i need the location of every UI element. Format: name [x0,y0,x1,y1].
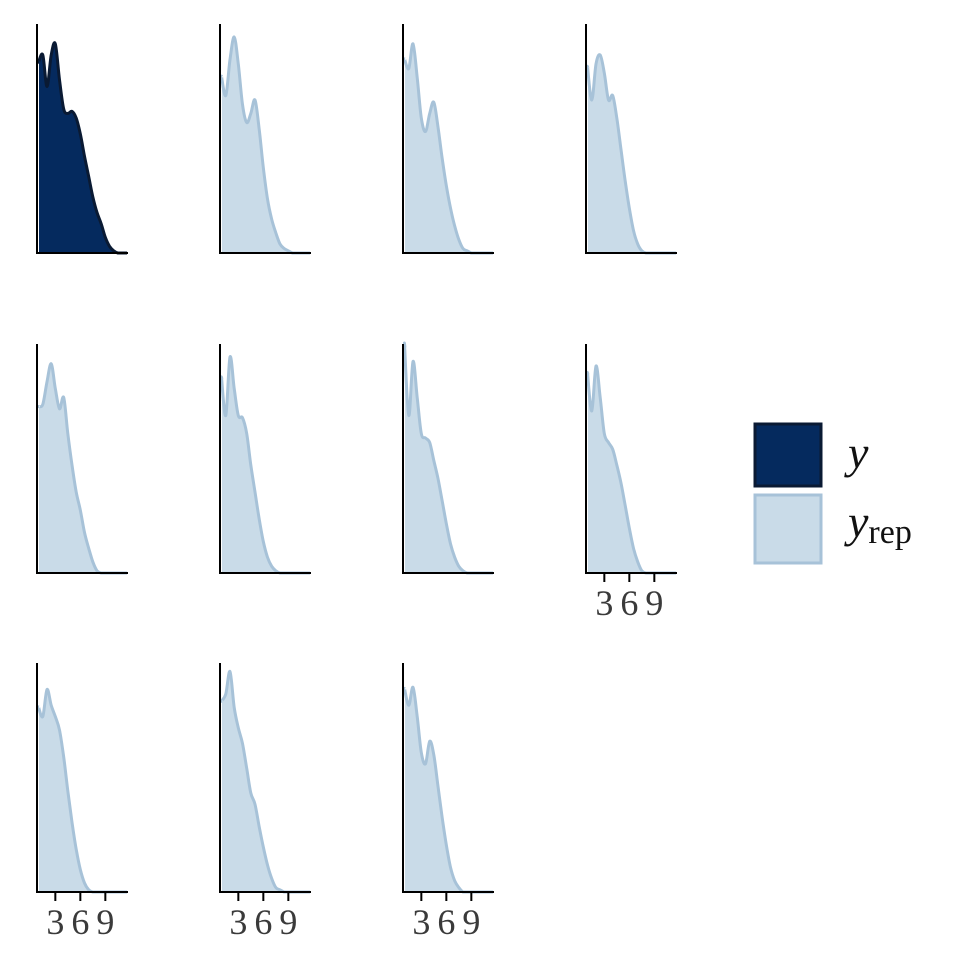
x-tick-label: 9 [96,902,114,942]
density-area-yrep [404,43,493,253]
x-tick-label: 6 [620,583,638,623]
facet-panel [402,24,494,255]
density-area-yrep [221,36,310,253]
x-tick-label: 9 [645,583,663,623]
facet-panel [36,24,128,255]
density-area-yrep [404,343,493,573]
density-area-yrep [404,687,493,892]
density-area-yrep [221,671,310,892]
facet-panel [219,344,311,575]
density-area-yrep [38,689,127,892]
legend-label-y: y [844,427,869,478]
density-line-y [36,41,127,255]
x-tick-label: 6 [71,902,89,942]
facet-panel [402,341,494,575]
x-tick-label: 6 [254,902,272,942]
x-tick-label: 3 [229,902,247,942]
legend-key-yrep [753,493,823,565]
x-tick-label: 9 [279,902,297,942]
density-area-yrep [587,365,676,573]
legend-label-yrep: yrep [844,496,912,551]
density-area-yrep [38,363,127,573]
density-area-yrep [587,54,676,253]
x-tick-label: 9 [462,902,480,942]
legend-key-y [753,422,823,488]
facet-panel [36,344,128,575]
density-area-yrep [221,356,310,573]
legend: y yrep [753,422,912,565]
facet-panel [585,24,677,255]
x-tick-label: 3 [46,902,64,942]
facet-panel [219,24,311,255]
x-tick-label: 3 [412,902,430,942]
x-tick-label: 6 [437,902,455,942]
x-tick-label: 3 [595,583,613,623]
facet-panels: 3 6 93 6 9 3 6 9 3 6 9 [36,24,677,942]
